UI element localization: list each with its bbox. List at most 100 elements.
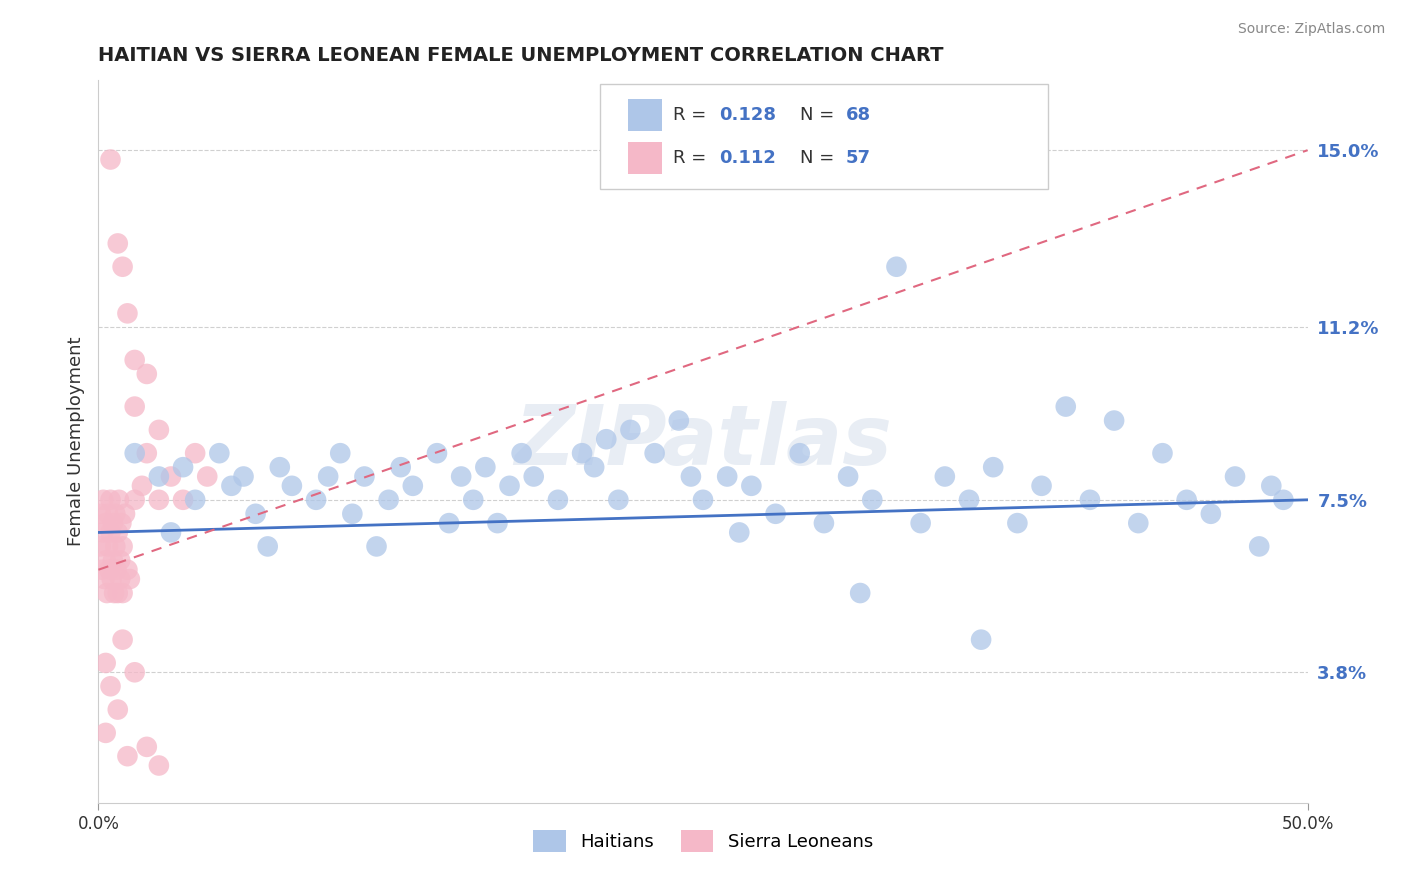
- Point: [91, 525, 114, 540]
- Point: [100, 492, 122, 507]
- Point: [135, 446, 157, 460]
- Text: 57: 57: [845, 149, 870, 167]
- Point: [124, 446, 146, 460]
- Point: [1128, 516, 1150, 530]
- Point: [1007, 516, 1029, 530]
- Text: R =: R =: [672, 106, 711, 124]
- Text: ZIPatlas: ZIPatlas: [515, 401, 891, 482]
- Point: [765, 507, 787, 521]
- Point: [94, 553, 117, 567]
- Point: [886, 260, 908, 274]
- Point: [1272, 492, 1295, 507]
- Point: [160, 469, 183, 483]
- Text: N =: N =: [800, 149, 839, 167]
- FancyBboxPatch shape: [628, 99, 662, 131]
- Point: [353, 469, 375, 483]
- Point: [281, 479, 304, 493]
- Y-axis label: Female Unemployment: Female Unemployment: [66, 337, 84, 546]
- Text: HAITIAN VS SIERRA LEONEAN FEMALE UNEMPLOYMENT CORRELATION CHART: HAITIAN VS SIERRA LEONEAN FEMALE UNEMPLO…: [98, 45, 943, 65]
- Point: [342, 507, 364, 521]
- Point: [148, 469, 170, 483]
- Point: [607, 492, 630, 507]
- Point: [1223, 469, 1246, 483]
- Point: [970, 632, 993, 647]
- Point: [316, 469, 339, 483]
- Point: [208, 446, 231, 460]
- Point: [910, 516, 932, 530]
- Point: [1199, 507, 1222, 521]
- Point: [583, 460, 606, 475]
- Point: [547, 492, 569, 507]
- Point: [184, 492, 207, 507]
- Point: [377, 492, 399, 507]
- Point: [486, 516, 509, 530]
- Point: [104, 540, 127, 554]
- Point: [101, 516, 124, 530]
- Point: [124, 353, 146, 368]
- Point: [269, 460, 291, 475]
- Point: [111, 540, 134, 554]
- Point: [571, 446, 593, 460]
- Point: [256, 540, 278, 554]
- Point: [91, 492, 114, 507]
- Point: [329, 446, 352, 460]
- Point: [1260, 479, 1282, 493]
- Point: [100, 572, 122, 586]
- Point: [474, 460, 496, 475]
- Text: 0.112: 0.112: [718, 149, 776, 167]
- Point: [148, 423, 170, 437]
- Point: [172, 460, 194, 475]
- Point: [366, 540, 388, 554]
- Point: [716, 469, 738, 483]
- Point: [148, 492, 170, 507]
- Text: R =: R =: [672, 149, 711, 167]
- Point: [94, 516, 117, 530]
- Legend: Haitians, Sierra Leoneans: Haitians, Sierra Leoneans: [526, 822, 880, 859]
- Point: [679, 469, 702, 483]
- Point: [305, 492, 328, 507]
- Point: [160, 525, 183, 540]
- Point: [135, 739, 157, 754]
- FancyBboxPatch shape: [600, 84, 1047, 189]
- Point: [789, 446, 811, 460]
- Point: [148, 758, 170, 772]
- Point: [107, 236, 129, 251]
- Point: [118, 572, 141, 586]
- Point: [100, 153, 122, 167]
- Point: [108, 553, 131, 567]
- Text: Source: ZipAtlas.com: Source: ZipAtlas.com: [1237, 22, 1385, 37]
- Point: [644, 446, 666, 460]
- Point: [108, 492, 131, 507]
- Point: [813, 516, 835, 530]
- Point: [101, 553, 124, 567]
- Point: [692, 492, 714, 507]
- Text: 68: 68: [845, 106, 870, 124]
- Point: [90, 540, 112, 554]
- Point: [104, 507, 127, 521]
- Point: [90, 507, 112, 521]
- Point: [957, 492, 980, 507]
- Point: [107, 702, 129, 716]
- Point: [668, 413, 690, 427]
- Point: [1102, 413, 1125, 427]
- Point: [107, 525, 129, 540]
- Point: [111, 260, 134, 274]
- Point: [117, 749, 139, 764]
- Point: [523, 469, 546, 483]
- Point: [1152, 446, 1174, 460]
- Point: [97, 540, 120, 554]
- Point: [402, 479, 425, 493]
- Point: [437, 516, 460, 530]
- Point: [105, 563, 128, 577]
- Point: [849, 586, 872, 600]
- Point: [124, 400, 146, 414]
- Point: [1031, 479, 1053, 493]
- Point: [860, 492, 883, 507]
- Point: [595, 432, 617, 446]
- Point: [97, 507, 120, 521]
- Point: [245, 507, 267, 521]
- Text: N =: N =: [800, 106, 839, 124]
- Point: [131, 479, 153, 493]
- Point: [510, 446, 533, 460]
- Point: [108, 572, 131, 586]
